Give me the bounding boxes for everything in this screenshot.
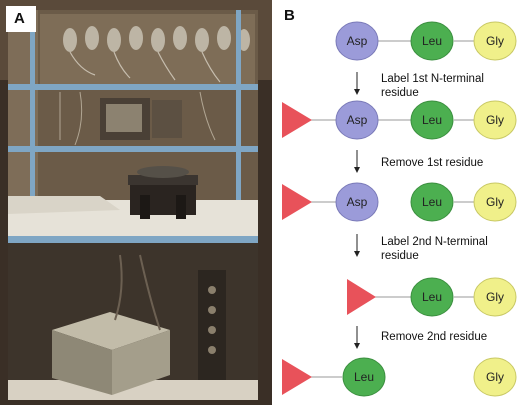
residue-asp-label: Asp	[347, 34, 368, 48]
residue-asp-label: Asp	[347, 195, 368, 209]
residue-leu	[410, 21, 454, 61]
residue-gly	[473, 100, 517, 140]
label-marker-icon	[282, 184, 312, 220]
edman-degradation-diagram: Asp Leu Gly Asp Leu Gly	[272, 0, 520, 405]
panel-b-label: B	[284, 7, 295, 24]
step-3-label: Label 2nd N-terminal residue	[381, 236, 488, 262]
residue-leu	[410, 277, 454, 317]
step-4-label: Remove 2nd residue	[381, 331, 488, 343]
residue-asp	[335, 182, 379, 222]
residue-gly	[473, 182, 517, 222]
residue-leu-label: Leu	[422, 113, 442, 127]
residue-asp	[335, 100, 379, 140]
residue-asp-label: Asp	[347, 113, 368, 127]
residue-leu	[342, 357, 386, 397]
residue-gly-label: Gly	[486, 290, 504, 304]
row-3-peptide: Asp Leu Gly	[282, 182, 517, 222]
residue-leu-label: Leu	[422, 195, 442, 209]
residue-leu	[410, 100, 454, 140]
step-2-label: Remove 1st residue	[381, 157, 484, 169]
residue-gly-label: Gly	[486, 370, 504, 384]
panel-a-label: A	[6, 6, 36, 32]
residue-asp	[335, 21, 379, 61]
residue-gly	[473, 357, 517, 397]
label-marker-icon	[282, 102, 312, 138]
apparatus-illustration	[0, 0, 272, 405]
residue-gly-label: Gly	[486, 34, 504, 48]
residue-leu	[410, 182, 454, 222]
row-2-peptide: Asp Leu Gly	[282, 100, 517, 140]
label-marker-icon	[282, 359, 312, 395]
residue-leu-label: Leu	[422, 290, 442, 304]
step-1-label: Label 1st N-terminal residue	[381, 73, 484, 99]
residue-leu-label: Leu	[422, 34, 442, 48]
residue-leu-label: Leu	[354, 370, 374, 384]
row-4-peptide: Leu Gly	[347, 277, 517, 317]
residue-gly-label: Gly	[486, 113, 504, 127]
apparatus-photo: A	[0, 0, 272, 405]
row-5-peptide: Leu Gly	[282, 357, 517, 397]
row-1-peptide: Asp Leu Gly	[335, 21, 517, 61]
label-marker-icon	[347, 279, 376, 315]
residue-gly	[473, 277, 517, 317]
residue-gly-label: Gly	[486, 195, 504, 209]
diagram-canvas: Asp Leu Gly Asp Leu Gly	[282, 21, 517, 397]
residue-gly	[473, 21, 517, 61]
